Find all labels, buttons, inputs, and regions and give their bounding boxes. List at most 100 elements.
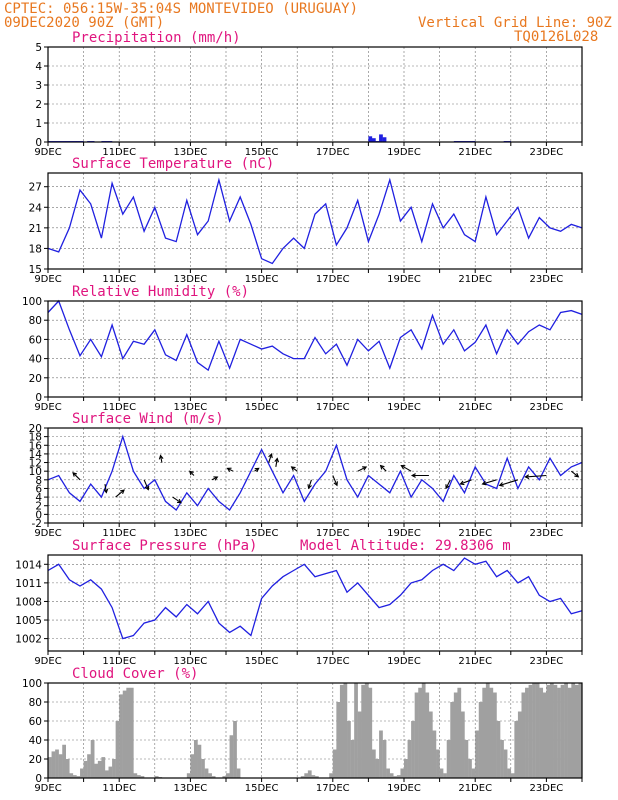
y-tick-label: 60 xyxy=(29,334,42,346)
bar xyxy=(421,683,426,778)
wind-arrow-head xyxy=(188,470,194,476)
x-tick-label: 9DEC xyxy=(34,274,61,285)
bar xyxy=(371,138,376,142)
y-tick-label: 27 xyxy=(29,182,42,194)
bar xyxy=(450,702,455,778)
y-tick-label: 80 xyxy=(29,315,42,327)
series-line xyxy=(47,557,583,640)
x-tick-label: 23DEC xyxy=(530,528,564,539)
bar xyxy=(339,684,344,778)
bar xyxy=(428,711,433,778)
y-tick-label: 60 xyxy=(29,716,42,728)
bar xyxy=(460,711,465,778)
bar xyxy=(211,776,216,778)
bar xyxy=(574,684,579,778)
x-tick-label: 11DEC xyxy=(102,147,136,158)
bar xyxy=(361,684,366,778)
wind-arrow-head xyxy=(268,453,273,459)
y-tick-label: 1 xyxy=(35,118,42,130)
wind-arrow-head xyxy=(362,466,368,471)
panel-5: 1002 1005 1008 1011 1014 9DEC 11DEC 13DEC 15DEC 1… xyxy=(15,538,583,667)
bar xyxy=(386,768,390,778)
bar xyxy=(407,740,412,778)
series-line xyxy=(47,299,583,372)
bar xyxy=(464,740,469,778)
y-tick-label: 14 xyxy=(29,449,43,461)
y-tick-label: 4 xyxy=(35,61,42,73)
header-location: CPTEC: 056:15W-35:04S MONTEVIDEO (URUGUA… xyxy=(4,1,358,17)
bar xyxy=(87,754,91,778)
wind-arrow-head xyxy=(103,488,109,494)
bar xyxy=(119,694,123,778)
panel-frame xyxy=(47,427,583,524)
y-tick-label: 20 xyxy=(29,754,42,766)
x-tick-label: 21DEC xyxy=(458,402,492,413)
y-tick-label: 18 xyxy=(29,432,42,444)
wind-arrow-head xyxy=(400,465,406,470)
bar xyxy=(432,730,437,778)
x-tick-label: 11DEC xyxy=(102,274,136,285)
bar xyxy=(350,740,355,778)
panel-frame xyxy=(47,46,583,143)
wind-arrow xyxy=(72,472,81,481)
x-tick-label: 21DEC xyxy=(458,783,492,794)
bar xyxy=(343,683,348,778)
y-tick-label: 18 xyxy=(29,243,42,255)
y-tick-label: 10 xyxy=(29,466,42,478)
y-tick-label: 0 xyxy=(35,509,42,521)
bar xyxy=(304,773,309,778)
wind-arrow xyxy=(291,466,298,472)
bar xyxy=(510,773,515,778)
bar xyxy=(425,692,430,778)
y-tick-label: 40 xyxy=(29,354,42,366)
wind-arrow-head xyxy=(158,454,164,460)
bar xyxy=(108,766,113,778)
bar xyxy=(546,684,551,778)
wind-arrow-head xyxy=(379,464,385,470)
bar xyxy=(48,757,52,778)
bar xyxy=(83,760,88,778)
x-tick-label: 17DEC xyxy=(316,402,350,413)
header-model-code: TQ0126L028 xyxy=(514,29,598,45)
x-tick-label: 17DEC xyxy=(316,783,350,794)
x-tick-label: 19DEC xyxy=(387,274,421,285)
bar xyxy=(553,684,558,778)
bar xyxy=(578,683,583,778)
bar xyxy=(62,744,66,778)
y-tick-label: 80 xyxy=(29,697,42,709)
bar xyxy=(186,773,191,778)
wind-arrow xyxy=(275,458,278,467)
bar xyxy=(354,683,358,778)
wind-arrow xyxy=(401,465,412,472)
y-tick-label: 3 xyxy=(35,80,42,92)
bar xyxy=(315,776,319,778)
x-tick-label: 19DEC xyxy=(387,656,421,667)
y-tick-label: 5 xyxy=(35,42,42,54)
bar xyxy=(190,754,195,778)
y-tick-label: 2 xyxy=(35,501,42,513)
y-tick-label: 100 xyxy=(22,678,42,690)
wind-arrow-head xyxy=(254,467,260,473)
bar xyxy=(329,773,333,778)
bar xyxy=(204,768,209,778)
bar xyxy=(567,687,572,778)
panel-2: 15 18 21 24 27 9DEC 11DEC 13DEC 15DEC 17DEC 19DEC 2… xyxy=(29,156,583,285)
bar xyxy=(364,683,369,778)
x-tick-label: 9DEC xyxy=(34,528,61,539)
x-tick-label: 15DEC xyxy=(245,656,279,667)
panel-frame xyxy=(47,682,583,779)
x-tick-label: 23DEC xyxy=(530,656,564,667)
bar xyxy=(379,730,383,778)
bar xyxy=(382,137,387,142)
x-tick-label: 13DEC xyxy=(174,528,208,539)
bar xyxy=(542,692,547,778)
panel-1: 0 1 2 3 4 5 9DEC 11DEC 13DEC 15DEC 17DEC 19DEC 21DEC… xyxy=(34,30,583,158)
y-tick-label: 100 xyxy=(22,296,42,308)
x-tick-label: 13DEC xyxy=(174,783,208,794)
bar xyxy=(446,740,451,778)
bar xyxy=(76,776,81,778)
bar xyxy=(396,775,401,778)
bar xyxy=(571,683,576,778)
bar xyxy=(436,749,440,778)
bar xyxy=(411,721,415,778)
